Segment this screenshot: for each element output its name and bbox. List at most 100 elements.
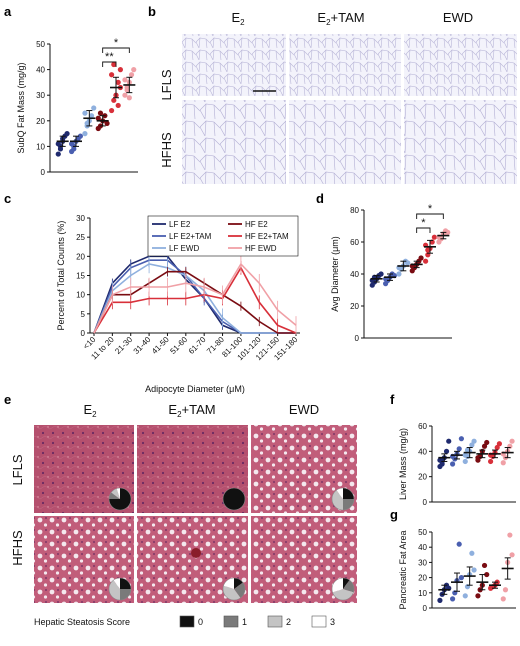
ytick-label-c: 0 (81, 329, 86, 338)
data-point (500, 460, 506, 466)
data-point (126, 95, 132, 101)
data-point (450, 461, 456, 467)
significance-label: * (428, 203, 433, 215)
row-label-e-lfls: LFLS (10, 454, 25, 485)
data-point (405, 260, 411, 266)
data-point (456, 446, 462, 452)
significance-bracket (416, 227, 431, 233)
data-point (502, 587, 509, 593)
row-label-b-lfls: LFLS (159, 69, 174, 100)
data-point (69, 141, 75, 147)
ytick-label-d: 40 (350, 270, 359, 279)
pie-hfhs-e2tam (222, 577, 246, 601)
data-point (425, 247, 431, 253)
data-point (469, 550, 475, 556)
score-swatch (311, 615, 327, 628)
ylabel-c: Percent of Total Counts (%) (56, 221, 66, 331)
liver-vessel (191, 548, 201, 558)
legend-box-c (147, 215, 299, 257)
ytick-label-c: 20 (76, 252, 85, 261)
ytick-label-f: 40 (418, 447, 427, 456)
panel-label-c: c (4, 191, 11, 206)
ytick-label-c: 15 (76, 272, 85, 281)
data-point (77, 133, 83, 139)
data-point (88, 113, 95, 119)
pie-hfhs-e2 (108, 577, 132, 601)
legend-label: LF E2 (169, 220, 191, 229)
header-b-ewd: EWD (443, 10, 473, 25)
pie-slice (109, 580, 120, 600)
ylabel-g: Pancreatic Fat Area (398, 530, 408, 609)
pie-slice (234, 578, 243, 589)
xtick-label-c: 41-50 (150, 335, 171, 356)
ytick-label-g: 40 (418, 543, 427, 552)
significance-bracket (102, 61, 117, 67)
pie-hfhs-ewd (331, 577, 355, 601)
legend-c: LF E2 LF E2+TAM LF EWD HF E2 HF E2+TAM HF EWD (147, 215, 299, 257)
data-point (128, 72, 135, 78)
ytick-label-a: 20 (36, 117, 45, 126)
data-point (64, 131, 70, 137)
series-line (93, 266, 297, 334)
pie-outline (331, 577, 355, 601)
header-e-e2: E2 (83, 402, 97, 419)
pie-slice (116, 488, 120, 499)
data-point (97, 110, 104, 116)
ytick-label-a: 30 (36, 91, 45, 100)
ytick-label-d: 20 (350, 302, 359, 311)
data-point (509, 552, 515, 558)
data-point (458, 436, 464, 442)
pie-slice (343, 580, 354, 593)
pie-slice (223, 488, 245, 510)
data-point (104, 120, 110, 126)
data-point (55, 151, 61, 157)
micrograph-lfls-ewd (404, 34, 517, 96)
pie-lfls-e2tam (222, 487, 246, 511)
pie-outline (222, 487, 246, 511)
data-point (111, 61, 117, 68)
data-point (507, 532, 513, 538)
ylabel-d: Avg Diameter (μm) (330, 236, 340, 312)
significance-label: * (421, 217, 426, 229)
data-point (109, 107, 115, 114)
ytick-label-f: 20 (418, 473, 427, 482)
data-point (450, 596, 456, 602)
pie-slice (111, 488, 120, 499)
pie-slice (343, 499, 354, 510)
ytick-label-g: 30 (418, 558, 427, 567)
data-point (475, 593, 481, 599)
header-e-e2tam: E2+TAM (168, 402, 215, 419)
data-point (500, 596, 506, 602)
score-label: 3 (330, 617, 335, 627)
ytick-label-a: 0 (41, 168, 46, 177)
data-point (484, 571, 490, 578)
score-label: 0 (198, 617, 203, 627)
data-point (484, 439, 490, 446)
data-point (456, 541, 462, 547)
pie-outline (331, 487, 355, 511)
data-point (496, 441, 502, 447)
data-point (91, 105, 97, 111)
panel-label-d: d (316, 191, 324, 206)
panel-label-f: f (390, 392, 395, 407)
pie-slice (113, 578, 120, 589)
ytick-label-f: 0 (423, 498, 428, 507)
ytick-label-a: 50 (36, 40, 45, 49)
pie-slice (343, 488, 354, 499)
ylabel-f: Liver Mass (mg/g) (398, 428, 408, 500)
data-point (481, 443, 488, 449)
panel-label-a: a (4, 4, 12, 19)
data-point (378, 271, 384, 277)
row-label-b-hfhs: HFHS (159, 132, 174, 168)
xlabel-c: Adipocyte Diameter (μM) (145, 384, 245, 394)
significance-bracket (416, 213, 444, 219)
pie-slice (332, 578, 343, 593)
pie-slice (223, 578, 234, 589)
steatosis-pies (108, 487, 355, 601)
chart-f: 0 20 40 60 Liver Mass (mg/g) (398, 422, 516, 507)
ytick-label-c: 5 (81, 310, 86, 319)
data-point (115, 79, 121, 85)
data-point (443, 448, 450, 454)
